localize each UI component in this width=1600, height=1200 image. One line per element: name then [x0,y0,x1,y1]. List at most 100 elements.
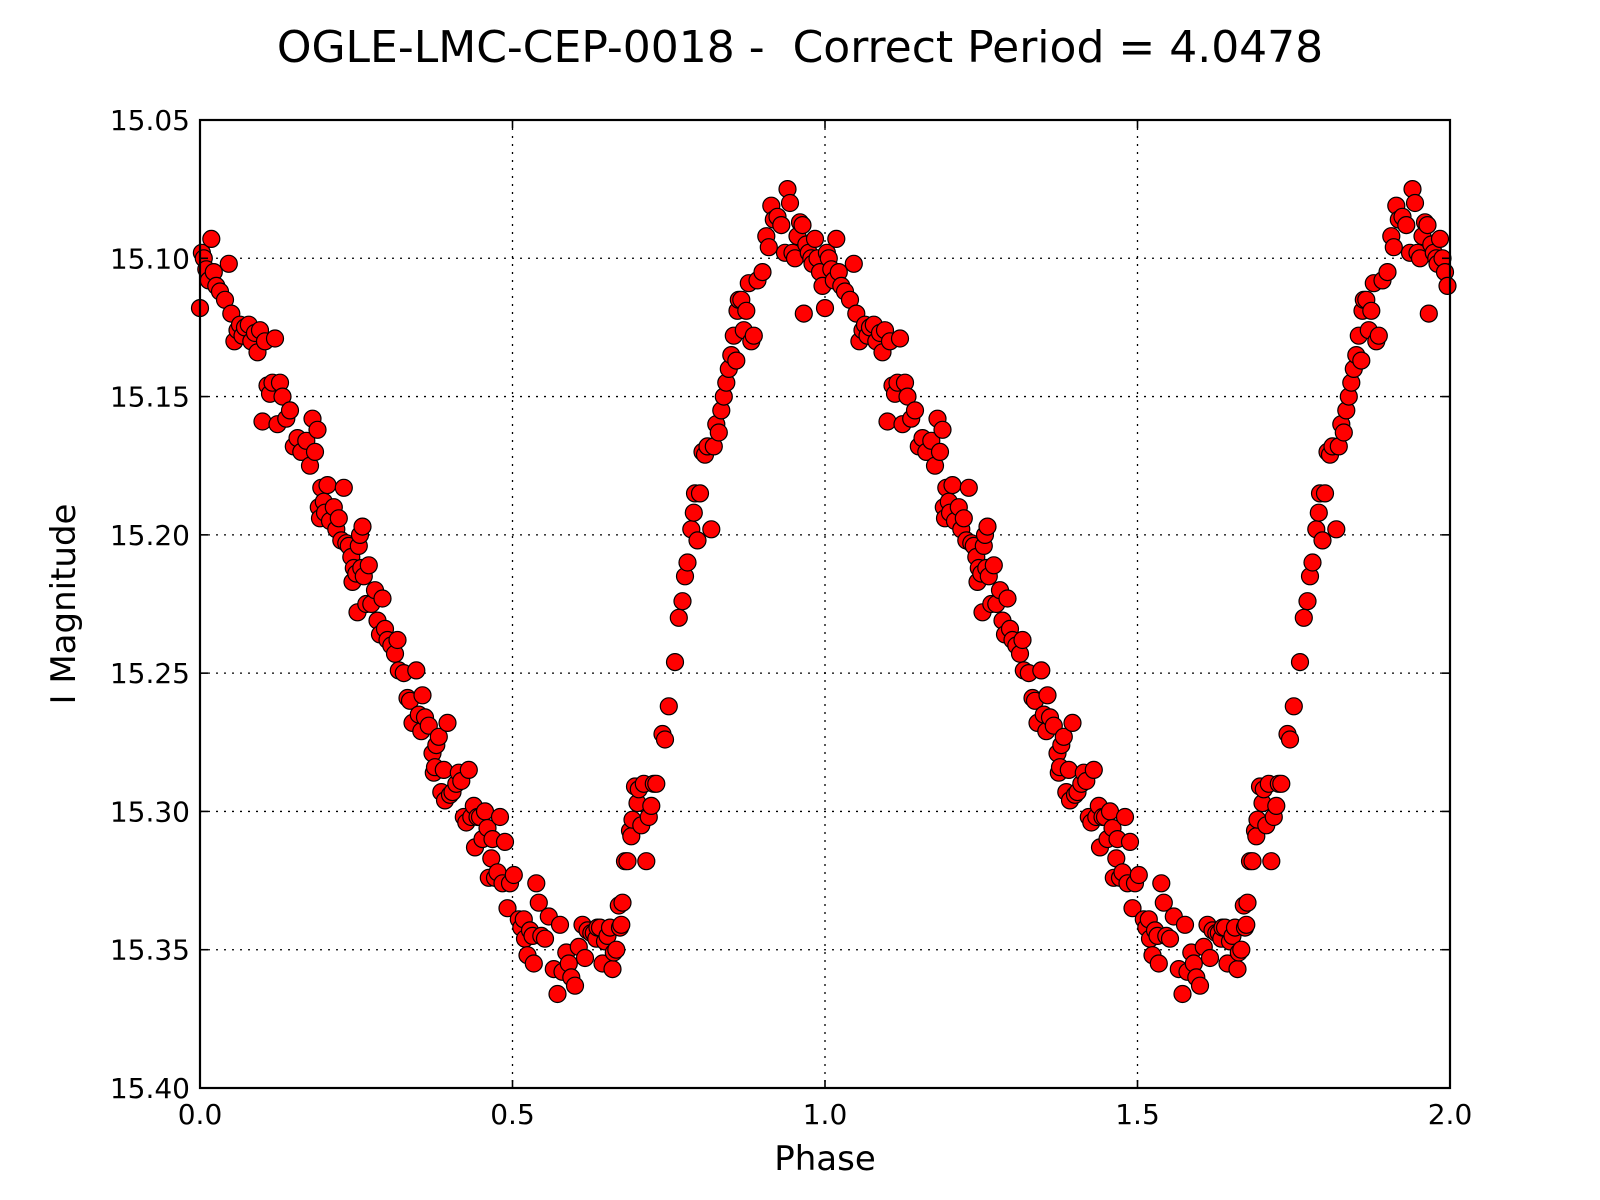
data-point [702,520,721,539]
data-point [1152,874,1171,893]
data-point [1243,852,1262,871]
data-point [1129,865,1148,885]
data-point [1267,796,1286,816]
data-point [1384,238,1403,257]
data-point [1290,652,1310,672]
data-point [565,976,585,995]
data-point [1160,929,1180,948]
data-point [459,760,478,780]
data-point [727,351,746,370]
data-point [1430,229,1450,248]
data-point [1190,976,1210,995]
data-point [954,509,973,528]
data-point [1237,915,1256,934]
data-point [669,608,688,627]
data-point [1032,661,1051,680]
data-point [329,509,348,528]
data-point [805,229,825,248]
data-point [959,478,978,497]
data-point [1173,984,1192,1004]
data-point [438,713,457,733]
data-point [659,697,678,716]
data-point [1228,959,1247,979]
data-point [1362,301,1381,320]
data-point [1059,760,1078,780]
data-point [353,517,372,536]
data-point [265,329,285,348]
data-point [527,874,546,893]
y-tick-label: 15.40 [110,1072,190,1105]
data-point [930,442,950,461]
data-point [898,387,917,406]
data-point [1232,940,1251,959]
data-point [318,476,337,495]
data-point [844,254,863,273]
data-point [253,412,272,431]
data-point [737,301,756,320]
data-point [793,216,812,235]
data-point [1378,263,1397,282]
y-tick-label: 15.35 [110,934,190,967]
data-point [613,893,632,912]
data-point [1272,774,1291,793]
data-point [495,832,515,852]
data-point [407,661,426,680]
data-point [1262,852,1281,871]
x-tick-label: 1.0 [803,1098,848,1131]
data-point [1294,608,1313,627]
data-point [1315,484,1335,503]
data-point [759,238,778,257]
data-point [1123,899,1142,918]
data-point [642,796,661,816]
x-tick-label: 2.0 [1428,1098,1473,1131]
data-point [575,948,595,968]
data-point [550,915,570,934]
data-point [388,630,407,650]
data-point [678,553,697,572]
y-tick-label: 15.20 [110,519,190,552]
data-point [673,592,692,611]
y-tick-label: 15.05 [110,104,190,137]
x-axis-label: Phase [774,1139,876,1179]
data-point [1303,553,1322,572]
chart-title: OGLE-LMC-CEP-0018 - Correct Period = 4.0… [277,22,1323,73]
y-tick-label: 15.15 [110,381,190,414]
data-point [943,476,962,495]
data-point [359,556,378,575]
data-point [1115,807,1135,827]
data-point [878,412,897,431]
y-tick-label: 15.10 [110,242,190,275]
data-point [794,304,813,323]
data-point [1149,954,1168,973]
data-point [219,254,238,273]
data-point [504,865,523,885]
data-point [429,727,448,746]
data-point [498,899,517,918]
y-tick-label: 15.30 [110,795,190,828]
x-tick-label: 0.5 [490,1098,535,1131]
data-point [273,387,292,406]
data-point [780,193,800,213]
data-point [655,730,675,749]
data-point [665,652,685,672]
data-point [1327,520,1346,539]
data-point [1120,832,1140,852]
x-tick-label: 1.5 [1115,1098,1160,1131]
data-point [647,774,666,793]
data-points [190,180,1457,1004]
data-point [618,852,637,871]
data-point [1334,423,1353,442]
data-point [1238,893,1257,912]
data-point [984,556,1003,575]
data-point [280,401,300,420]
data-point [1309,503,1328,522]
data-point [688,531,707,550]
data-point [1438,276,1457,295]
data-point [1313,531,1332,550]
data-point [933,420,952,439]
data-point [607,940,626,959]
data-point [1063,713,1082,733]
data-point [334,478,353,497]
